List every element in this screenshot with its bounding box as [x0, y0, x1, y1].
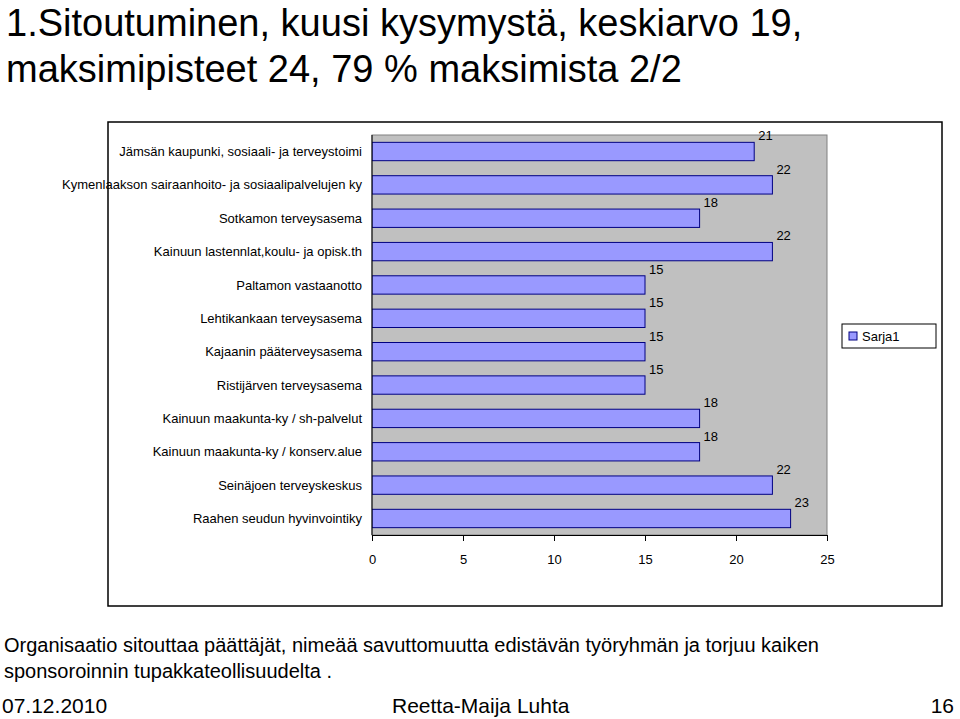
bar [372, 142, 754, 160]
data-label: 15 [649, 262, 663, 277]
category-label: Kymenlaakson sairaanhoito- ja sosiaalipa… [62, 177, 362, 192]
bar [372, 476, 772, 494]
caption: Organisaatio sitouttaa päättäjät, nimeää… [4, 632, 884, 684]
plot-area [372, 135, 827, 535]
tick-label: 25 [820, 552, 834, 567]
tick-label: 5 [460, 552, 467, 567]
tick: 25 [820, 535, 834, 567]
data-label: 18 [704, 395, 718, 410]
tick-mark [554, 535, 555, 541]
footer-page: 16 [931, 694, 954, 718]
tick-mark [645, 535, 646, 541]
category-label: Jämsän kaupunki, sosiaali- ja terveystoi… [119, 144, 362, 159]
data-label: 22 [776, 228, 790, 243]
data-label: 15 [649, 295, 663, 310]
footer-date: 07.12.2010 [2, 694, 107, 718]
bar [372, 276, 645, 294]
legend-label: Sarja1 [862, 329, 900, 344]
category-label: Kainuun maakunta-ky / konserv.alue [153, 444, 362, 459]
bar [372, 176, 772, 194]
x-axis: 0 5 10 15 20 25 [369, 535, 835, 567]
tick: 0 [369, 535, 376, 567]
category-label: Sotkamon terveysasema [219, 211, 363, 226]
x-axis-line [373, 535, 828, 536]
tick: 5 [460, 535, 467, 567]
tick-label: 10 [547, 552, 561, 567]
data-label: 22 [776, 462, 790, 477]
bar [372, 343, 645, 361]
tick: 10 [547, 535, 561, 567]
bar [372, 209, 700, 227]
tick-mark [372, 535, 373, 541]
legend: Sarja1 [842, 324, 936, 348]
category-label: Kainuun lastennlat,koulu- ja opisk.th [154, 244, 362, 259]
tick: 20 [729, 535, 743, 567]
footer-author: Reetta-Maija Luhta [392, 694, 569, 718]
tick-mark [827, 535, 828, 541]
bar [372, 242, 772, 260]
category-label: Lehtikankaan terveysasema [200, 311, 363, 326]
category-label: Ristijärven terveysasema [217, 378, 363, 393]
tick-label: 15 [638, 552, 652, 567]
data-label: 15 [649, 362, 663, 377]
tick-mark [736, 535, 737, 541]
category-label: Seinäjoen terveyskeskus [218, 478, 362, 493]
tick: 15 [638, 535, 652, 567]
bar [372, 376, 645, 394]
tick-label: 0 [369, 552, 376, 567]
category-label: Kainuun maakunta-ky / sh-palvelut [163, 411, 363, 426]
chart: 21 22 18 22 15 15 15 15 18 18 22 23 Jämsän kaupunki,… [0, 0, 960, 719]
data-label: 23 [795, 495, 809, 510]
data-label: 18 [704, 195, 718, 210]
tick-label: 20 [729, 552, 743, 567]
title: 1.Sitoutuminen, kuusi kysymystä, keskiar… [6, 0, 926, 92]
data-label: 21 [758, 128, 772, 143]
bar [372, 309, 645, 327]
category-label: Paltamon vastaanotto [236, 278, 362, 293]
chart-frame [108, 122, 942, 606]
y-axis-line [372, 135, 373, 535]
category-label: Kajaanin pääterveysasema [205, 344, 363, 359]
data-label: 15 [649, 329, 663, 344]
legend-swatch [849, 332, 857, 340]
category-label: Raahen seudun hyvinvointiky [193, 511, 363, 526]
bars [372, 142, 791, 527]
bar [372, 443, 700, 461]
legend-box [842, 324, 936, 348]
bar [372, 509, 791, 527]
bar [372, 409, 700, 427]
data-label: 22 [776, 162, 790, 177]
data-label: 18 [704, 429, 718, 444]
tick-mark [463, 535, 464, 541]
